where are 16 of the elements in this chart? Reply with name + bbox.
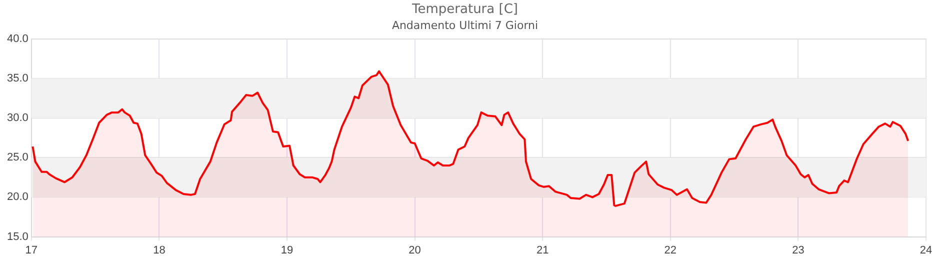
- x-tick-label: 21: [536, 244, 549, 256]
- x-tick-label: 24: [920, 244, 932, 256]
- chart-title: Temperatura [C]: [411, 2, 518, 18]
- x-tick-label: 19: [280, 244, 294, 256]
- y-tick-label: 40.0: [6, 32, 28, 45]
- x-tick-label: 17: [25, 244, 38, 256]
- x-tick-label: 23: [792, 244, 804, 256]
- y-tick-label: 15.0: [6, 230, 28, 243]
- y-tick-label: 20.0: [6, 191, 28, 204]
- y-tick-label: 30.0: [6, 112, 28, 124]
- x-tick-label: 20: [408, 244, 421, 256]
- chart-subtitle: Andamento Ultimi 7 Giorni: [392, 19, 538, 32]
- x-tick-label: 18: [153, 244, 166, 256]
- y-tick-label: 25.0: [6, 152, 28, 164]
- x-tick-label: 22: [664, 244, 677, 256]
- y-tick-label: 35.0: [6, 72, 28, 84]
